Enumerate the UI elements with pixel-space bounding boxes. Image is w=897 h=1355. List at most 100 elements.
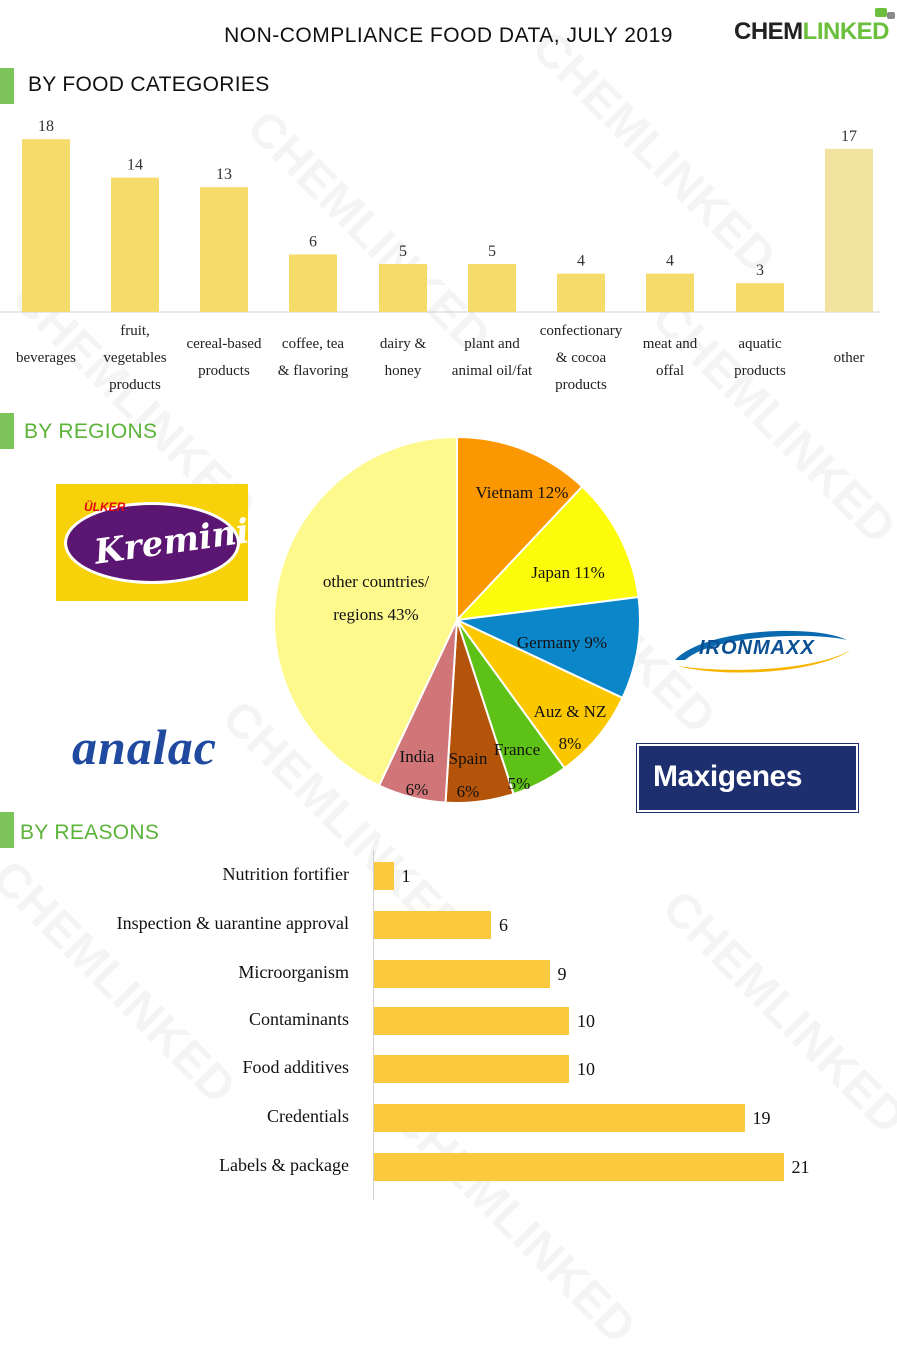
- analac-logo: analac: [72, 719, 217, 775]
- bar: [557, 273, 605, 312]
- pie-slice: [273, 435, 458, 787]
- maxigenes-text: Maxigenes: [653, 760, 802, 793]
- reason-label: Contaminants: [249, 1009, 349, 1029]
- category-label: coffee, tea & flavoring: [265, 331, 361, 385]
- bar-value-label: 6: [309, 233, 317, 250]
- chat-bubble-icon: [887, 12, 895, 19]
- category-label: beverages: [0, 345, 94, 372]
- category-label-line: honey: [384, 363, 422, 379]
- section-marker: [0, 413, 14, 449]
- pie-slice-value: regions 43%: [333, 605, 418, 624]
- category-label-line: fruit,: [120, 322, 150, 339]
- reason-bar: [374, 1104, 745, 1132]
- category-bar-chart: 18 14 13 6 5 5 4 4 3 17: [0, 118, 880, 313]
- pie-slice-label: Vietnam 12%: [476, 483, 569, 502]
- category-label-line: meat and: [642, 336, 698, 352]
- bar: [289, 254, 337, 312]
- watermark: CHEMLINKED: [641, 290, 897, 555]
- reason-bar: [374, 862, 394, 890]
- watermark: CHEMLINKED: [0, 850, 246, 1115]
- pie-slice-value: 8%: [559, 734, 582, 753]
- bar-value-label: 14: [127, 157, 143, 174]
- category-label-line: products: [734, 363, 786, 379]
- category-label: other: [801, 345, 897, 372]
- reason-bar: [374, 1153, 784, 1181]
- pie-slice: [453, 595, 641, 700]
- category-label: aquatic products: [712, 331, 808, 385]
- reason-value: 6: [499, 915, 508, 935]
- category-label-line: confectionary: [539, 322, 623, 339]
- reason-value: 10: [577, 1059, 595, 1079]
- section-title-categories: BY FOOD CATEGORIES: [28, 73, 270, 96]
- category-label-line: beverages: [16, 349, 76, 366]
- bar: [646, 273, 694, 312]
- kremini-oval: [64, 502, 240, 584]
- logo-text-part2: LINKED: [802, 18, 890, 45]
- chemlinked-logo: CHEMLINKED: [733, 8, 895, 46]
- category-label-line: products: [198, 363, 250, 379]
- pie-slice-label: Japan 11%: [531, 563, 605, 582]
- ulker-text: ÜLKER: [84, 500, 126, 514]
- maxigenes-logo: Maxigenes: [637, 744, 858, 812]
- ironmaxx-swoosh: [675, 630, 851, 673]
- reason-value: 19: [752, 1108, 771, 1128]
- bar-value-label: 3: [756, 262, 764, 279]
- section-title-reasons: BY REASONS: [20, 821, 160, 844]
- category-label-line: products: [555, 376, 607, 393]
- bar: [111, 177, 159, 312]
- category-label-line: products: [109, 376, 161, 393]
- reason-label: Food additives: [242, 1057, 350, 1077]
- reason-value: 10: [577, 1011, 595, 1031]
- category-label-line: other: [833, 349, 865, 366]
- category-label-line: & cocoa: [555, 349, 607, 366]
- reason-label: Nutrition fortifier: [222, 864, 349, 884]
- reason-value: 9: [557, 964, 567, 984]
- pie-slice-label: other countries/: [323, 572, 429, 591]
- category-label: meat and offal: [622, 331, 718, 385]
- pie-slice-label: France: [494, 740, 540, 759]
- category-label-line: vegetables: [103, 349, 167, 366]
- pie-slice: [454, 485, 640, 622]
- bar: [22, 139, 70, 312]
- bar-value-label: 5: [399, 243, 407, 260]
- reason-label: Labels & package: [219, 1155, 349, 1175]
- ironmaxx-logo: IRONMAXX: [665, 622, 855, 680]
- category-label-line: coffee, tea: [281, 336, 345, 352]
- bar: [200, 187, 248, 312]
- pie-slice-label: Spain: [449, 749, 488, 768]
- pie-slice-label: Germany 9%: [517, 633, 607, 652]
- category-label: fruit, vegetables products: [87, 318, 183, 399]
- bar-value-label: 17: [841, 128, 857, 145]
- reason-bar: [374, 1055, 569, 1083]
- logo-text-part1: CHEM: [733, 18, 803, 45]
- bar-value-label: 18: [38, 118, 54, 135]
- bar: [736, 283, 784, 312]
- pie-slice-value: 6%: [406, 780, 429, 799]
- reason-value: 21: [791, 1157, 810, 1177]
- reasons-axis-line: [373, 850, 374, 1200]
- pie-slice-value: 5%: [508, 774, 531, 793]
- page-title: NON-COMPLIANCE FOOD DATA, JULY 2019: [224, 24, 673, 47]
- ironmaxx-text: IRONMAXX: [699, 637, 815, 659]
- reason-bar: [374, 960, 550, 988]
- category-label: confectionary & cocoa products: [533, 318, 629, 399]
- category-label-line: offal: [655, 363, 685, 379]
- category-label-line: dairy &: [379, 336, 427, 352]
- category-label-line: & flavoring: [277, 363, 349, 379]
- pie-slice-value: 6%: [457, 782, 480, 801]
- section-marker: [0, 812, 14, 848]
- reason-bar: [374, 911, 491, 939]
- pie-slice-label: India: [400, 747, 435, 766]
- bar: [825, 148, 873, 312]
- bar-value-label: 4: [577, 253, 585, 270]
- bar-value-label: 5: [488, 243, 496, 260]
- category-label: dairy & honey: [355, 331, 451, 385]
- pie-slice: [456, 619, 624, 770]
- bar: [379, 264, 427, 312]
- chat-bubble-icon: [875, 8, 887, 17]
- reason-label: Credentials: [267, 1106, 349, 1126]
- section-title-regions: BY REGIONS: [24, 420, 158, 443]
- bar: [468, 264, 516, 312]
- category-label-line: aquatic: [738, 336, 782, 352]
- bar-value-label: 4: [666, 253, 674, 270]
